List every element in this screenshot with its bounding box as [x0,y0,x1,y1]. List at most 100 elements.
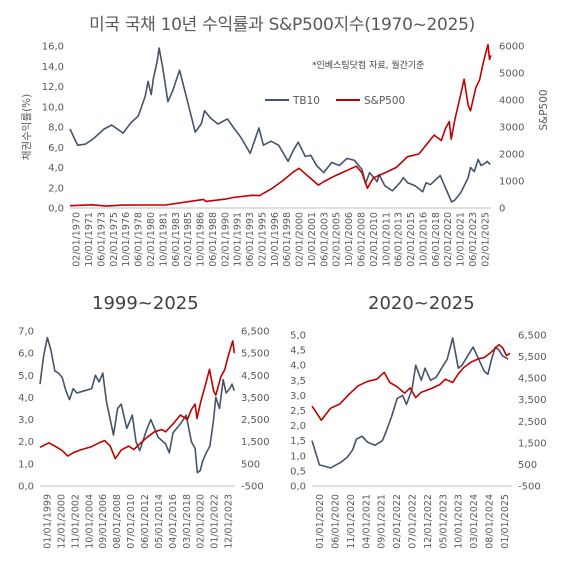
p1999-y2-tick-label: 2,500 [241,415,270,426]
p1999-y2-tick-label: 4,500 [241,371,270,382]
main-x-tick-label: 06/01/1983 [171,212,182,267]
p1999-x-tick-label: 05/01/2014 [154,494,165,549]
main-y2-tick-label: 6000 [499,42,524,53]
main-x-tick-label: 10/01/2001 [307,212,318,267]
main-y-axis-title: 채권수익률(%) [21,94,33,160]
main-x-tick-label: 06/01/1973 [96,212,107,267]
p2020-y-tick-label: 0,0 [290,482,306,493]
main-x-tick-label: 06/01/1988 [208,212,219,267]
panel-title-2020-2025: 2020~2025 [368,293,475,314]
main-x-tick-label: 02/01/2020 [443,212,454,267]
main-x-tick-label: 10/01/1996 [270,212,281,267]
main-y-tick-label: 0,0 [48,204,64,215]
p1999-x-tick-label: 01/01/1999 [42,494,53,549]
p2020-x-tick-label: 08/01/2024 [484,494,495,549]
main-x-tick-label: 02/01/1995 [257,212,268,267]
main-x-tick-label: 02/01/2005 [332,212,343,267]
main-x-tick-label: 02/01/1970 [72,212,83,267]
p2020-y-tick-label: 2,5 [290,406,306,417]
p2020-series-line-sp500 [311,343,511,422]
p1999-y2-tick-label: 3,500 [241,393,270,404]
p2020-y2-tick-label: 2,500 [518,417,547,428]
main-x-tick-label: 06/01/2018 [431,212,442,267]
p2020-y2-tick-label: -500 [518,482,541,493]
p1999-x-tick-label: 04/01/2016 [168,494,179,549]
main-x-tick-label: 06/01/1998 [282,212,293,267]
p2020-y2-tick-label: 3,500 [518,395,547,406]
p2020-y-tick-label: 4,5 [290,346,306,357]
p1999-x-tick-label: 03/01/2018 [182,494,193,549]
main-x-tick-label: 02/01/1975 [109,212,120,267]
p2020-x-tick-label: 04/01/2021 [361,494,372,549]
p2020-x-tick-label: 06/01/2020 [331,494,342,549]
p2020-x-tick-label: 02/01/2022 [392,494,403,549]
p1999-y2-tick-label: 5,500 [241,349,270,360]
main-y-tick-label: 4,0 [48,163,64,174]
p1999-y2-tick-label: 500 [241,459,260,470]
p1999-y2-tick-label: 1,500 [241,437,270,448]
p2020-x-tick-label: 11/01/2020 [346,494,357,549]
main-x-tick-label: 02/01/2000 [295,212,306,267]
p2020-y2-tick-label: 1,500 [518,438,547,449]
p2020-series-line-tb10 [311,337,509,469]
p1999-y-tick-label: 7,0 [18,327,34,338]
p2020-y-tick-label: 1,0 [290,451,306,462]
main-y-tick-label: 14,0 [42,62,64,73]
main-y2-axis-title: S&P500 [538,89,550,130]
legend-label-sp500: S&P500 [364,95,405,107]
main-y2-tick-label: 5000 [499,69,524,80]
p2020-x-tick-label: 01/01/2025 [500,494,511,549]
p2020-y-tick-label: 3,5 [290,376,306,387]
main-x-tick-label: 02/01/2025 [480,212,491,267]
p1999-y-tick-label: 6,0 [18,349,34,360]
main-y-tick-label: 10,0 [42,102,64,113]
main-y-tick-label: 2,0 [48,183,64,194]
p1999-series-line-tb10 [39,336,236,474]
main-x-tick-label: 02/01/1985 [183,212,194,267]
p2020-y2-tick-label: 500 [518,460,537,471]
main-x-tick-label: 06/01/2003 [319,212,330,267]
p2020-y-tick-label: 2,0 [290,421,306,432]
p1999-x-tick-label: 06/01/2012 [140,494,151,549]
main-y-tick-label: 8,0 [48,123,64,134]
main-x-tick-label: 06/01/2008 [356,212,367,267]
p1999-x-tick-label: 02/01/2020 [196,494,207,549]
p2020-y2-tick-label: 4,500 [518,374,547,385]
p1999-y2-tick-label: -500 [241,482,264,493]
p1999-y-tick-label: 3,0 [18,415,34,426]
p1999-series-line-sp500 [39,340,236,460]
p1999-x-tick-label: 11/01/2002 [70,494,81,549]
main-x-tick-label: 10/01/1976 [121,212,132,267]
p2020-y-tick-label: 3,0 [290,391,306,402]
p1999-y-tick-label: 0,0 [18,482,34,493]
p2020-x-tick-label: 12/01/2022 [423,494,434,549]
main-y2-tick-label: 0 [499,204,505,215]
main-x-tick-label: 10/01/1991 [233,212,244,267]
p1999-x-tick-label: 08/01/2008 [112,494,123,549]
p1999-x-tick-label: 12/01/2000 [56,494,67,549]
main-x-tick-label: 10/01/2016 [418,212,429,267]
p2020-y2-tick-label: 6,500 [518,331,547,342]
p2020-x-tick-label: 03/01/2024 [469,494,480,549]
main-y2-tick-label: 3000 [499,123,524,134]
p2020-y-tick-label: 0,5 [290,466,306,477]
p1999-y-tick-label: 1,0 [18,459,34,470]
p2020-x-tick-label: 01/01/2020 [315,494,326,549]
p1999-y-tick-label: 5,0 [18,371,34,382]
main-x-tick-label: 02/01/2010 [369,212,380,267]
panel-title-1999-2025: 1999~2025 [92,293,199,314]
p2020-x-tick-label: 09/01/2021 [377,494,388,549]
main-x-tick-label: 06/01/2013 [394,212,405,267]
source-note: *인베스팅닷컴 자료, 월간기준 [312,61,425,71]
main-x-tick-label: 06/01/1978 [134,212,145,267]
p2020-y-tick-label: 4,0 [290,361,306,372]
chart-title: 미국 국채 10년 수익률과 S&P500지수(1970~2025) [89,15,475,35]
main-x-tick-label: 10/01/2011 [381,212,392,267]
main-y-tick-label: 16,0 [42,42,64,53]
main-x-tick-label: 02/01/1980 [146,212,157,267]
main-x-tick-label: 10/01/2021 [456,212,467,267]
main-x-tick-label: 02/01/2015 [406,212,417,267]
p1999-y2-tick-label: 6,500 [241,327,270,338]
p1999-x-tick-label: 07/01/2010 [126,494,137,549]
